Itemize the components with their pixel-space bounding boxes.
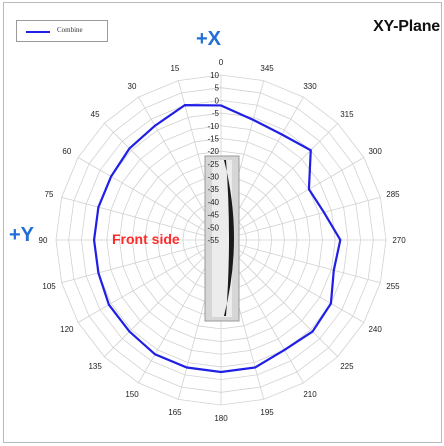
grid-spoke: [61, 196, 222, 241]
radial-tick-label: 0: [215, 96, 220, 105]
angle-tick-label: 45: [91, 110, 100, 119]
device-model: [204, 155, 240, 322]
angle-tick-label: 120: [60, 325, 74, 334]
grid-spoke: [220, 239, 338, 357]
radial-tick-label: -35: [207, 185, 219, 194]
angle-tick-label: 195: [260, 408, 274, 417]
angle-tick-label: 150: [125, 390, 139, 399]
grid-spoke: [104, 239, 222, 357]
radial-tick-label: -40: [207, 198, 219, 207]
angle-tick-label: 330: [303, 82, 317, 91]
angle-tick-label: 135: [88, 362, 102, 371]
legend: Combine: [16, 20, 108, 42]
grid-spoke: [220, 196, 381, 241]
grid-spoke: [61, 239, 222, 284]
legend-swatch-combine: [26, 31, 50, 33]
angle-tick-label: 300: [368, 147, 382, 156]
angle-tick-labels: 0345330315300285270255240225210195180165…: [39, 58, 407, 423]
angle-tick-label: 315: [340, 110, 354, 119]
series-combine-line: [92, 104, 342, 374]
radial-tick-label: -15: [207, 134, 219, 143]
angle-tick-label: 30: [128, 82, 137, 91]
grid-spoke: [220, 123, 338, 241]
radial-tick-label: -5: [212, 109, 220, 118]
angle-tick-label: 75: [45, 190, 54, 199]
grid-spoke: [77, 239, 222, 323]
radial-tick-label: -50: [207, 223, 219, 232]
radial-tick-label: -25: [207, 160, 219, 169]
angle-tick-label: 15: [170, 64, 179, 73]
angle-tick-label: 90: [39, 236, 48, 245]
radial-tick-label: 10: [210, 71, 219, 80]
angle-tick-label: 105: [42, 282, 56, 291]
front-side-label: Front side: [112, 231, 180, 247]
grid-spoke: [104, 123, 222, 241]
legend-label-combine: Combine: [57, 26, 83, 34]
grid-spoke: [77, 157, 222, 241]
radial-tick-labels: 10 5 0 -5 -10 -15 -20 -25 -30 -35 -40 -45 -50 -55: [207, 71, 219, 245]
chart-frame: [3, 2, 442, 443]
angle-tick-label: 0: [219, 58, 224, 67]
angle-tick-label: 270: [392, 236, 406, 245]
angle-tick-label: 210: [303, 390, 317, 399]
angle-tick-label: 165: [168, 408, 182, 417]
angle-tick-label: 60: [62, 147, 71, 156]
radial-tick-label: -55: [207, 236, 219, 245]
radial-tick-label: -20: [207, 147, 219, 156]
radial-tick-label: -30: [207, 173, 219, 182]
radial-tick-label: -45: [207, 211, 219, 220]
angle-tick-label: 240: [368, 325, 382, 334]
angle-tick-label: 225: [340, 362, 354, 371]
y-axis-label: +Y: [9, 224, 35, 246]
x-axis-label: +X: [196, 28, 222, 50]
chart-title: XY-Plane: [373, 18, 440, 35]
angle-tick-label: 285: [386, 190, 400, 199]
grid-spoke: [220, 239, 381, 284]
angle-tick-label: 345: [260, 64, 274, 73]
grid-spoke: [220, 239, 365, 323]
radial-tick-label: -10: [207, 122, 219, 131]
angle-tick-label: 255: [386, 282, 400, 291]
grid-spoke: [220, 157, 365, 241]
angle-tick-label: 180: [214, 414, 228, 423]
radial-tick-label: 5: [215, 84, 220, 93]
